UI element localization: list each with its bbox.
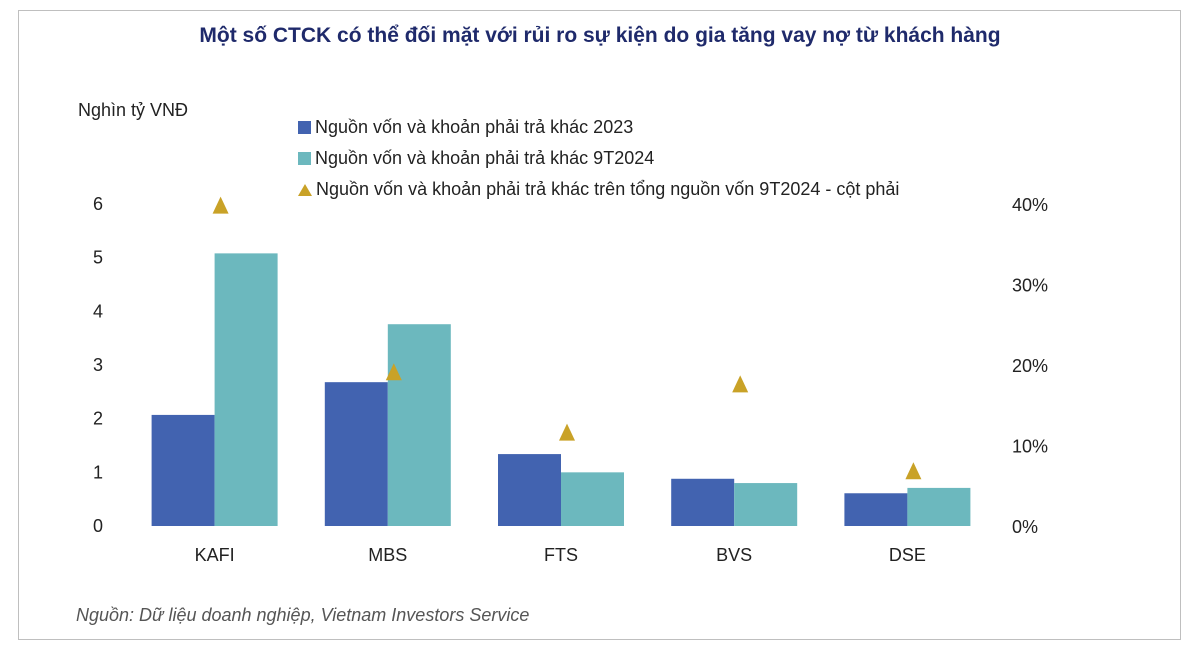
legend-label: Nguồn vốn và khoản phải trả khác trên tổ… <box>316 179 900 199</box>
legend-item-ratio: Nguồn vốn và khoản phải trả khác trên tổ… <box>298 174 899 205</box>
y-tick-label: 3 <box>93 355 103 375</box>
bar-2023 <box>844 493 908 526</box>
y2-tick-label: 40% <box>1012 195 1048 215</box>
legend-item-9t2024: Nguồn vốn và khoản phải trả khác 9T2024 <box>298 143 899 174</box>
y-tick-label: 2 <box>93 409 103 429</box>
y-tick-label: 4 <box>93 301 103 321</box>
chart-frame <box>18 10 1181 640</box>
bar-9t2024 <box>214 253 278 526</box>
y2-tick-label: 30% <box>1012 276 1048 296</box>
bar-9t2024 <box>561 472 624 526</box>
y2-tick-label: 20% <box>1012 356 1048 376</box>
y-tick-label: 1 <box>93 462 103 482</box>
chart-title: Một số CTCK có thể đối mặt với rủi ro sự… <box>199 24 1001 47</box>
source-note: Nguồn: Dữ liệu doanh nghiệp, Vietnam Inv… <box>76 605 530 625</box>
y-axis-label: Nghìn tỷ VNĐ <box>78 100 189 120</box>
legend-swatch <box>298 121 311 134</box>
ratio-triangle-marker <box>559 423 575 441</box>
legend-item-2023: Nguồn vốn và khoản phải trả khác 2023 <box>298 112 899 143</box>
x-tick-label: DSE <box>889 545 926 565</box>
y-tick-label: 6 <box>93 194 103 214</box>
bar-9t2024 <box>907 487 971 526</box>
legend-label: Nguồn vốn và khoản phải trả khác 2023 <box>315 117 634 137</box>
ratio-triangle-marker <box>732 375 749 393</box>
y-tick-label: 0 <box>93 516 103 536</box>
bar-2023 <box>498 454 561 526</box>
bar-2023 <box>671 478 735 526</box>
bar-2023 <box>151 414 215 526</box>
bar-9t2024 <box>734 483 798 526</box>
legend-label: Nguồn vốn và khoản phải trả khác 9T2024 <box>315 148 655 168</box>
y2-tick-label: 0% <box>1012 517 1038 537</box>
x-tick-label: KAFI <box>195 545 235 565</box>
ratio-triangle-marker <box>212 196 229 214</box>
ratio-triangle-marker <box>905 462 922 480</box>
y2-tick-label: 10% <box>1012 437 1048 457</box>
legend: Nguồn vốn và khoản phải trả khác 2023 Ng… <box>298 112 899 205</box>
x-tick-label: BVS <box>716 545 752 565</box>
bar-9t2024 <box>387 324 451 526</box>
y-tick-label: 5 <box>93 248 103 268</box>
x-tick-label: MBS <box>368 545 407 565</box>
legend-triangle-icon <box>298 183 312 196</box>
x-tick-label: FTS <box>544 545 578 565</box>
ratio-triangle-marker <box>385 363 402 381</box>
legend-swatch <box>298 152 311 165</box>
bar-2023 <box>324 382 388 526</box>
